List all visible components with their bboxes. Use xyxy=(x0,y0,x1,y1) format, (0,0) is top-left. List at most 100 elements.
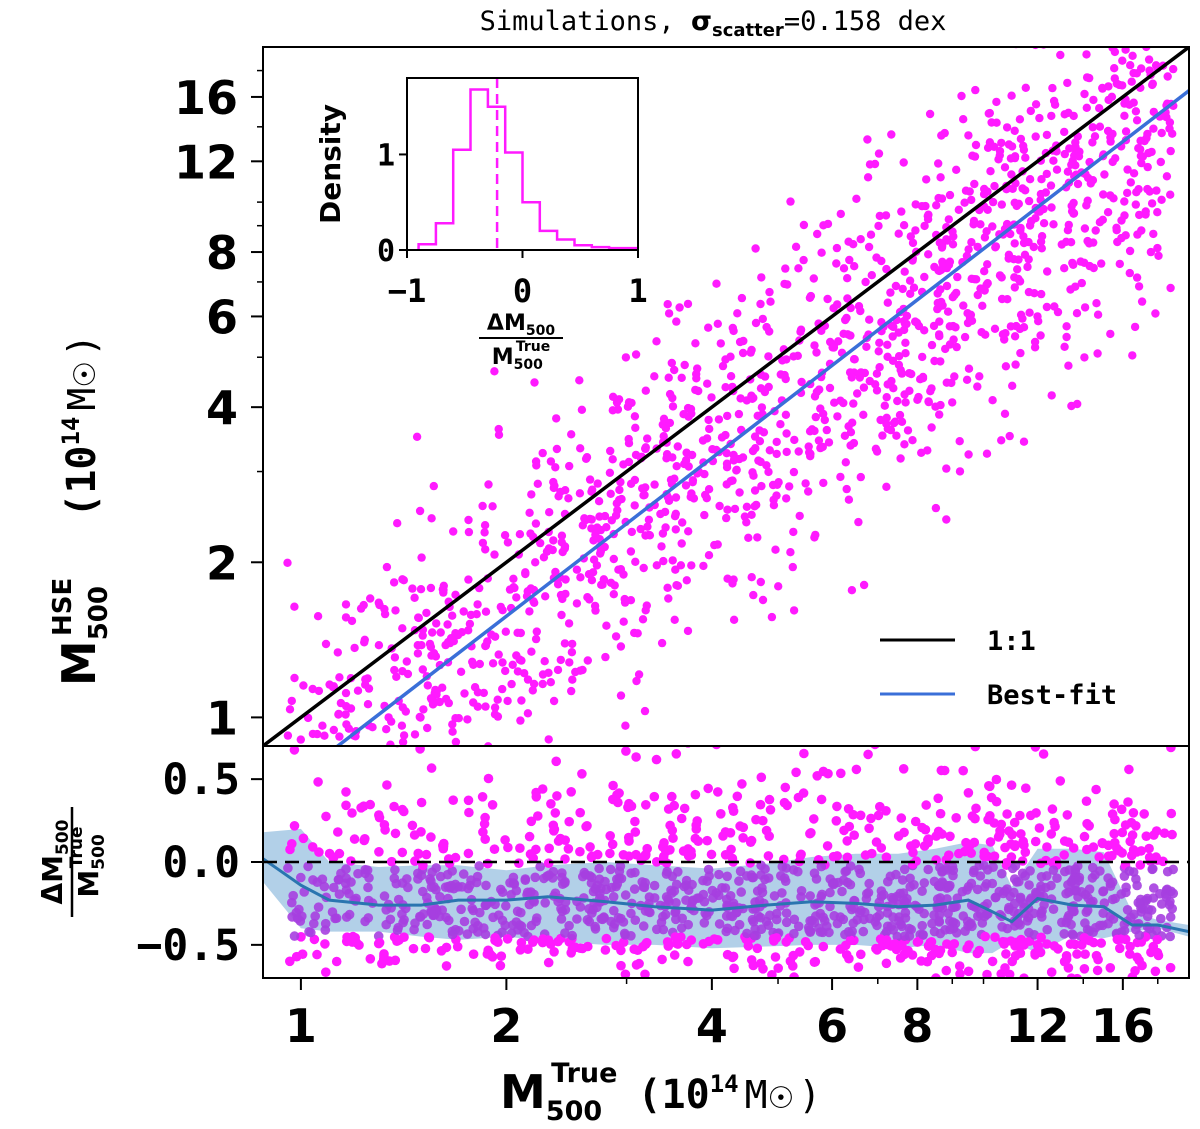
scatter-point xyxy=(687,450,697,460)
residual-point xyxy=(929,926,940,937)
scatter-point xyxy=(481,702,490,711)
scatter-point xyxy=(971,140,981,150)
scatter-point xyxy=(744,533,753,542)
residual-point xyxy=(393,894,404,905)
scatter-point xyxy=(767,612,777,622)
residual-point xyxy=(776,871,786,881)
residual-point xyxy=(996,969,1006,978)
residual-point xyxy=(773,963,783,973)
residual-point xyxy=(1162,866,1173,877)
scatter-point xyxy=(908,238,918,248)
scatter-point xyxy=(983,279,992,288)
scatter-point xyxy=(786,548,795,557)
y-label-units-m: M xyxy=(60,388,104,411)
scatter-point xyxy=(1031,214,1040,223)
scatter-point xyxy=(729,456,738,465)
scatter-point xyxy=(970,152,980,161)
residual-point xyxy=(1059,929,1069,939)
residual-point xyxy=(435,871,446,882)
svg-text:ΔM500: ΔM500 xyxy=(487,311,555,339)
residual-point xyxy=(1084,821,1094,831)
scatter-point xyxy=(1073,179,1083,189)
scatter-point xyxy=(641,386,650,395)
residual-point xyxy=(780,782,791,793)
residual-point xyxy=(550,888,561,898)
scatter-point xyxy=(970,179,979,189)
scatter-point xyxy=(822,425,831,435)
scatter-point xyxy=(782,447,791,457)
scatter-point xyxy=(620,594,629,604)
scatter-point xyxy=(692,374,701,383)
scatter-point xyxy=(936,173,945,182)
residual-point xyxy=(716,809,726,819)
svg-text:M500True: M500True xyxy=(492,339,551,373)
residual-point xyxy=(324,848,335,859)
scatter-point xyxy=(927,423,936,432)
scatter-point xyxy=(785,482,794,491)
scatter-point xyxy=(672,581,681,590)
residual-point xyxy=(822,841,833,851)
residual-point xyxy=(771,914,782,925)
scatter-point xyxy=(564,619,574,628)
scatter-point xyxy=(1049,156,1058,165)
x-label-units: (10 xyxy=(637,1072,709,1118)
scatter-point xyxy=(639,563,648,573)
scatter-point xyxy=(1037,289,1046,299)
residual-point xyxy=(1042,924,1052,935)
scatter-point xyxy=(804,442,813,451)
scatter-point xyxy=(572,599,582,608)
scatter-point xyxy=(914,321,924,331)
residual-point xyxy=(765,910,775,921)
scatter-point xyxy=(488,659,498,668)
scatter-point xyxy=(299,681,308,690)
residual-point xyxy=(809,814,819,824)
scatter-point xyxy=(748,446,758,456)
scatter-point xyxy=(978,301,987,310)
scatter-point xyxy=(747,391,756,400)
scatter-point xyxy=(520,669,529,678)
residual-point xyxy=(663,941,674,951)
scatter-point xyxy=(402,657,411,666)
residual-point xyxy=(713,787,723,797)
x-label-units-sun: ☉ xyxy=(768,1081,795,1116)
residual-point xyxy=(480,834,491,844)
residual-point xyxy=(874,910,885,920)
residual-point xyxy=(781,917,792,928)
residual-point xyxy=(385,914,396,925)
scatter-point xyxy=(481,607,491,616)
residual-point xyxy=(842,852,853,863)
residual-point xyxy=(702,876,712,886)
scatter-point xyxy=(917,448,926,457)
residual-point xyxy=(1151,925,1162,936)
residual-point xyxy=(531,792,542,802)
scatter-point xyxy=(1129,27,1137,35)
residual-point xyxy=(601,884,612,895)
residual-point xyxy=(640,969,650,978)
scatter-point xyxy=(729,615,739,624)
scatter-point xyxy=(296,735,305,744)
scatter-point xyxy=(952,165,961,174)
scatter-point xyxy=(587,487,596,496)
scatter-point xyxy=(948,293,957,302)
scatter-point xyxy=(1036,237,1046,246)
scatter-point xyxy=(568,639,577,649)
scatter-point xyxy=(516,628,525,638)
residual-point xyxy=(671,879,682,890)
scatter-point xyxy=(661,424,671,433)
residual-point xyxy=(794,947,805,957)
residual-point xyxy=(317,874,328,884)
scatter-point xyxy=(1095,122,1105,131)
residual-point xyxy=(658,851,669,862)
residual-point xyxy=(667,791,677,802)
residual-point xyxy=(321,967,331,977)
scatter-point xyxy=(1010,273,1019,282)
residual-point xyxy=(549,947,559,957)
residual-point xyxy=(624,836,634,846)
scatter-point xyxy=(1029,242,1039,252)
scatter-point xyxy=(699,561,708,571)
scatter-point xyxy=(1016,348,1025,358)
scatter-point xyxy=(899,158,908,167)
scatter-point xyxy=(982,227,991,236)
residual-point xyxy=(341,864,351,874)
residual-point xyxy=(584,904,594,914)
